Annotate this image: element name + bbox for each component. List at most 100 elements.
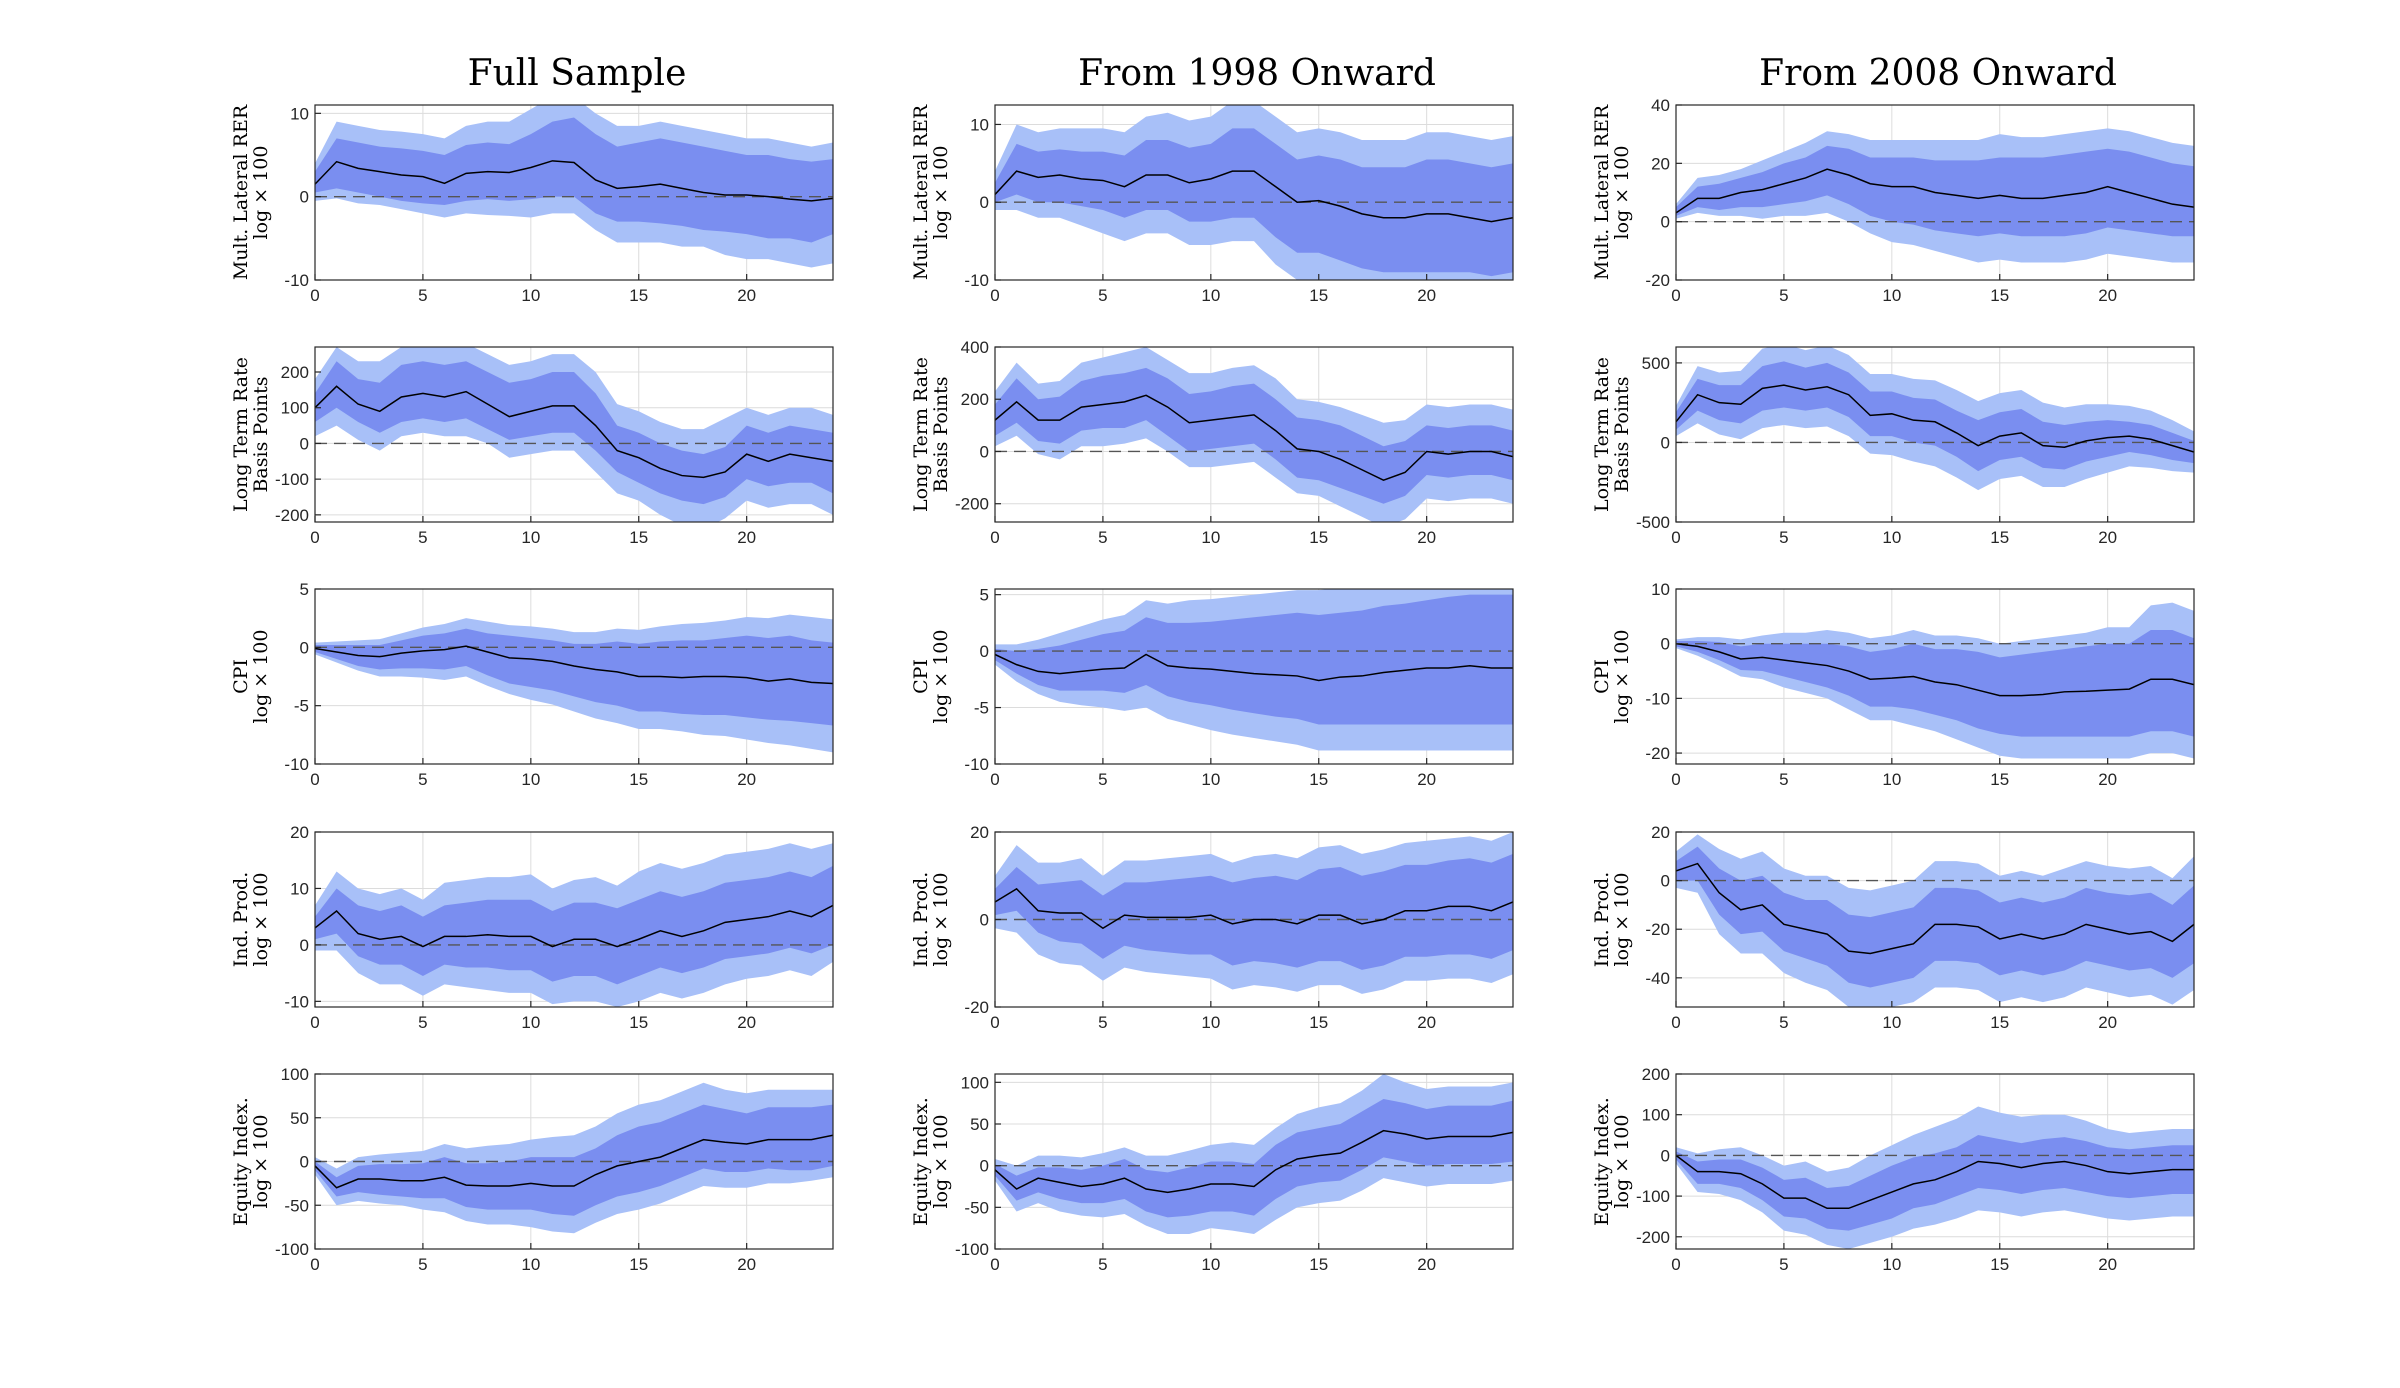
y-axis-label-units: log × 100 bbox=[1611, 1115, 1633, 1209]
panel-plot-area-c2r4 bbox=[1676, 1106, 2194, 1249]
y-tick-label: 0 bbox=[980, 642, 989, 661]
median-response-line bbox=[315, 160, 833, 202]
median-response-line bbox=[1676, 862, 2194, 955]
x-tick-label: 5 bbox=[1098, 1255, 1107, 1274]
y-tick-label: -20 bbox=[1645, 744, 1670, 763]
y-tick-label: -100 bbox=[1636, 1187, 1670, 1206]
y-tick-label: 100 bbox=[1642, 1106, 1670, 1125]
x-tick-label: 15 bbox=[1309, 1255, 1328, 1274]
y-tick-label: 0 bbox=[980, 1157, 989, 1176]
y-axis-label-units: log × 100 bbox=[250, 146, 272, 240]
y-tick-label: 40 bbox=[1651, 96, 1670, 115]
y-axis-label-units: log × 100 bbox=[250, 630, 272, 724]
y-tick-label: 0 bbox=[1661, 872, 1670, 891]
median-response-line bbox=[1676, 168, 2194, 214]
x-tick-label: 15 bbox=[1309, 770, 1328, 789]
y-tick-label: -10 bbox=[964, 271, 989, 290]
y-tick-label: -20 bbox=[1645, 920, 1670, 939]
panel-c2r3: 0 5 10 15 20 -40 -20 0 20 Ind. Prod.log × 100 bbox=[1591, 823, 2195, 1032]
y-tick-label: 0 bbox=[300, 434, 309, 453]
axes-frame bbox=[994, 346, 1514, 523]
x-tick-label: 0 bbox=[990, 770, 999, 789]
x-tick-label: 10 bbox=[1882, 1255, 1901, 1274]
y-tick-label: 10 bbox=[290, 104, 309, 123]
y-axis-label-variable: Equity Index. bbox=[1591, 1097, 1613, 1226]
x-tick-label: 10 bbox=[1201, 1255, 1220, 1274]
panel-plot-area-c0r3 bbox=[315, 843, 833, 1007]
x-tick-label: 15 bbox=[629, 286, 648, 305]
x-tick-label: 15 bbox=[1309, 286, 1328, 305]
x-tick-label: 0 bbox=[990, 1013, 999, 1032]
inner-credible-band bbox=[315, 1104, 833, 1216]
y-tick-label: 500 bbox=[1642, 354, 1670, 373]
y-tick-label: -5 bbox=[974, 699, 989, 718]
x-tick-label: 5 bbox=[418, 770, 427, 789]
y-axis-label-units: log × 100 bbox=[1611, 873, 1633, 967]
x-tick-label: 5 bbox=[1779, 1013, 1788, 1032]
y-tick-label: 200 bbox=[961, 390, 989, 409]
x-tick-label: 20 bbox=[1417, 1013, 1436, 1032]
panel-plot-area-c0r1 bbox=[315, 347, 833, 522]
y-axis-label-units: log × 100 bbox=[930, 146, 952, 240]
y-axis-label-variable: Equity Index. bbox=[230, 1097, 252, 1226]
median-response-line bbox=[315, 645, 833, 685]
inner-credible-band bbox=[1676, 630, 2194, 737]
x-tick-label: 10 bbox=[1201, 528, 1220, 547]
axes-frame bbox=[994, 104, 1514, 281]
axes-frame bbox=[1675, 346, 2195, 523]
x-tick-label: 20 bbox=[737, 286, 756, 305]
inner-credible-band bbox=[995, 853, 1513, 970]
axes-frame bbox=[314, 346, 834, 523]
y-axis-label-units: Basis Points bbox=[250, 376, 272, 492]
y-tick-label: 100 bbox=[281, 399, 309, 418]
y-tick-label: 10 bbox=[1651, 580, 1670, 599]
y-tick-label: 10 bbox=[290, 879, 309, 898]
y-tick-label: 100 bbox=[281, 1065, 309, 1084]
panel-c0r4: 0 5 10 15 20 -100 -50 0 50 100 Equity Index.log × … bbox=[230, 1065, 834, 1274]
inner-credible-band bbox=[315, 865, 833, 985]
column-titles: Full Sample From 1998 Onward From 2008 O… bbox=[468, 53, 2117, 94]
x-tick-label: 15 bbox=[1990, 770, 2009, 789]
y-axis-label-variable: Mult. Lateral RER bbox=[910, 104, 932, 280]
median-response-line bbox=[1676, 384, 2194, 453]
x-tick-label: 10 bbox=[1882, 1013, 1901, 1032]
panel-plot-area-c1r0 bbox=[995, 105, 1513, 280]
median-response-line bbox=[1676, 642, 2194, 697]
y-tick-label: -10 bbox=[284, 992, 309, 1011]
y-tick-label: -200 bbox=[955, 495, 989, 514]
x-tick-label: 10 bbox=[1882, 286, 1901, 305]
axes-frame bbox=[994, 1073, 1514, 1250]
x-tick-label: 10 bbox=[521, 1255, 540, 1274]
y-axis-label-variable: CPI bbox=[1591, 659, 1613, 694]
y-axis-label-variable: Ind. Prod. bbox=[1591, 872, 1613, 968]
x-tick-label: 5 bbox=[1098, 770, 1107, 789]
x-tick-label: 0 bbox=[310, 528, 319, 547]
median-response-line bbox=[995, 1129, 1513, 1194]
y-tick-label: 0 bbox=[980, 911, 989, 930]
y-tick-label: -50 bbox=[284, 1196, 309, 1215]
x-tick-label: 20 bbox=[2098, 528, 2117, 547]
x-tick-label: 20 bbox=[1417, 286, 1436, 305]
x-tick-label: 20 bbox=[1417, 1255, 1436, 1274]
median-response-line bbox=[995, 887, 1513, 930]
y-tick-label: 0 bbox=[300, 1153, 309, 1172]
x-tick-label: 5 bbox=[1098, 1013, 1107, 1032]
y-axis-label-units: log × 100 bbox=[1611, 146, 1633, 240]
x-tick-label: 5 bbox=[418, 528, 427, 547]
x-tick-label: 15 bbox=[629, 770, 648, 789]
x-tick-label: 20 bbox=[2098, 1013, 2117, 1032]
y-tick-label: -10 bbox=[964, 755, 989, 774]
y-tick-label: 200 bbox=[1642, 1065, 1670, 1084]
panel-plot-area-c1r2 bbox=[995, 589, 1513, 751]
x-tick-label: 10 bbox=[521, 1013, 540, 1032]
y-tick-label: -50 bbox=[964, 1198, 989, 1217]
x-tick-label: 20 bbox=[2098, 770, 2117, 789]
y-tick-label: 100 bbox=[961, 1073, 989, 1092]
x-tick-label: 15 bbox=[1309, 1013, 1328, 1032]
